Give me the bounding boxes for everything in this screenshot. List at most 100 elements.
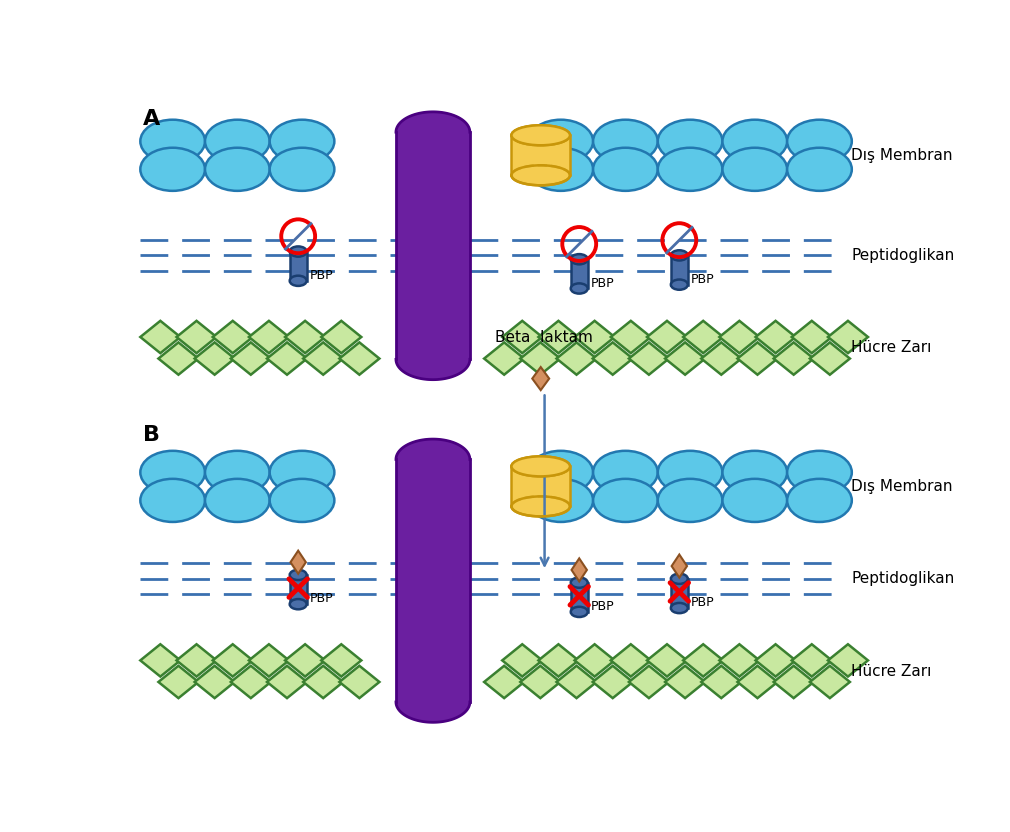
Polygon shape xyxy=(484,666,524,698)
Polygon shape xyxy=(774,343,814,374)
Polygon shape xyxy=(396,702,470,722)
Polygon shape xyxy=(396,439,470,459)
Bar xyxy=(396,459,470,702)
Ellipse shape xyxy=(671,603,688,613)
Bar xyxy=(511,467,570,507)
Bar xyxy=(571,260,588,289)
Polygon shape xyxy=(538,644,579,676)
Polygon shape xyxy=(248,321,289,353)
Text: PBP: PBP xyxy=(310,269,333,282)
Polygon shape xyxy=(737,666,778,698)
Ellipse shape xyxy=(270,148,334,191)
Polygon shape xyxy=(701,343,741,374)
Polygon shape xyxy=(828,321,868,353)
Polygon shape xyxy=(593,343,632,374)
Polygon shape xyxy=(792,644,832,676)
Ellipse shape xyxy=(722,120,787,163)
Polygon shape xyxy=(557,343,597,374)
Bar xyxy=(290,251,307,280)
Polygon shape xyxy=(511,467,570,507)
Text: Dış Membran: Dış Membran xyxy=(851,479,952,494)
Ellipse shape xyxy=(671,573,688,584)
Polygon shape xyxy=(213,321,252,353)
Ellipse shape xyxy=(571,254,588,265)
Text: PBP: PBP xyxy=(691,597,714,609)
Ellipse shape xyxy=(290,246,307,256)
Polygon shape xyxy=(520,343,561,374)
Polygon shape xyxy=(532,367,549,390)
Polygon shape xyxy=(248,644,289,676)
Ellipse shape xyxy=(722,148,787,191)
Bar xyxy=(671,255,688,285)
Polygon shape xyxy=(647,321,687,353)
Text: Hücre Zarı: Hücre Zarı xyxy=(851,664,931,679)
Ellipse shape xyxy=(140,479,205,522)
Ellipse shape xyxy=(270,479,334,522)
Ellipse shape xyxy=(593,148,658,191)
Ellipse shape xyxy=(528,479,593,522)
Polygon shape xyxy=(774,666,814,698)
Polygon shape xyxy=(520,666,561,698)
Ellipse shape xyxy=(658,120,722,163)
Ellipse shape xyxy=(528,120,593,163)
Ellipse shape xyxy=(140,451,205,494)
Polygon shape xyxy=(575,321,615,353)
Ellipse shape xyxy=(270,451,334,494)
Polygon shape xyxy=(719,321,760,353)
Ellipse shape xyxy=(270,120,334,163)
Polygon shape xyxy=(575,644,615,676)
Polygon shape xyxy=(195,666,234,698)
Ellipse shape xyxy=(528,148,593,191)
Bar xyxy=(396,132,470,359)
Polygon shape xyxy=(665,343,705,374)
Polygon shape xyxy=(557,666,597,698)
Ellipse shape xyxy=(511,456,570,477)
Polygon shape xyxy=(484,343,524,374)
Ellipse shape xyxy=(290,275,307,286)
Ellipse shape xyxy=(205,148,270,191)
Text: Hücre Zarı: Hücre Zarı xyxy=(851,340,931,355)
Ellipse shape xyxy=(658,479,722,522)
Ellipse shape xyxy=(658,148,722,191)
Polygon shape xyxy=(737,343,778,374)
Polygon shape xyxy=(177,644,216,676)
Text: A: A xyxy=(142,109,160,129)
Polygon shape xyxy=(502,644,542,676)
Polygon shape xyxy=(683,321,723,353)
Text: Beta  laktam: Beta laktam xyxy=(495,330,593,345)
Polygon shape xyxy=(140,321,181,353)
Ellipse shape xyxy=(140,120,205,163)
Text: B: B xyxy=(142,425,160,445)
Ellipse shape xyxy=(571,577,588,587)
Polygon shape xyxy=(339,666,380,698)
Polygon shape xyxy=(502,321,542,353)
Polygon shape xyxy=(285,321,325,353)
Ellipse shape xyxy=(787,148,851,191)
Polygon shape xyxy=(792,321,832,353)
Polygon shape xyxy=(267,666,307,698)
Polygon shape xyxy=(593,666,632,698)
Ellipse shape xyxy=(671,280,688,290)
Ellipse shape xyxy=(787,479,851,522)
Text: PBP: PBP xyxy=(591,600,614,613)
Bar xyxy=(671,579,688,608)
Polygon shape xyxy=(572,558,587,582)
Ellipse shape xyxy=(290,599,307,609)
Bar xyxy=(511,136,570,176)
Polygon shape xyxy=(396,111,470,132)
Text: Peptidoglikan: Peptidoglikan xyxy=(851,572,954,587)
Ellipse shape xyxy=(593,120,658,163)
Polygon shape xyxy=(810,343,849,374)
Polygon shape xyxy=(611,644,650,676)
Ellipse shape xyxy=(571,607,588,617)
Polygon shape xyxy=(701,666,741,698)
Polygon shape xyxy=(285,644,325,676)
Polygon shape xyxy=(140,644,181,676)
Polygon shape xyxy=(159,666,198,698)
Ellipse shape xyxy=(205,479,270,522)
Ellipse shape xyxy=(511,166,570,186)
Ellipse shape xyxy=(722,479,787,522)
Polygon shape xyxy=(672,554,687,577)
Ellipse shape xyxy=(593,479,658,522)
Polygon shape xyxy=(291,551,306,574)
